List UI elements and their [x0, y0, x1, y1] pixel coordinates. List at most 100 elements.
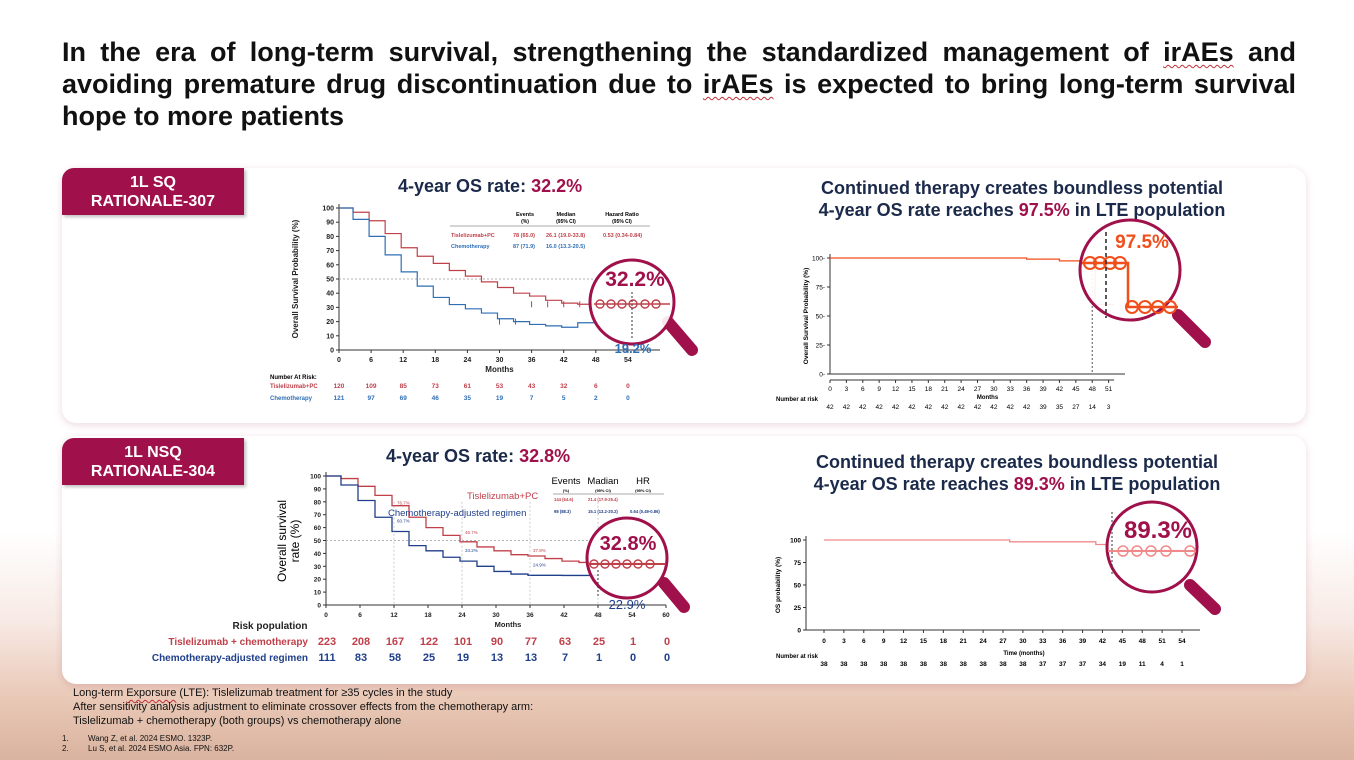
- x-tick-label: 33: [1007, 386, 1015, 393]
- x-tick-label: 54: [624, 357, 632, 364]
- x-tick-label: 48: [1139, 638, 1147, 645]
- risk-value: 14: [1089, 404, 1097, 411]
- y-tick-label: 10: [314, 590, 322, 597]
- survival-curve-chemotherapy: [339, 207, 596, 328]
- risk-row-label: Chemotherapy: [270, 396, 313, 402]
- risk-value: 38: [880, 661, 888, 668]
- risk-value: 38: [900, 661, 908, 668]
- zoomed-censor-mark: [1131, 545, 1143, 557]
- os-rate-callout: 89.3%: [1124, 517, 1192, 544]
- risk-value: 19: [1119, 661, 1127, 668]
- x-tick-label: 12: [399, 357, 407, 364]
- x-tick-label: 0: [822, 638, 826, 645]
- risk-value: 111: [318, 652, 335, 664]
- risk-value: 19: [457, 652, 469, 664]
- point-label: 76.7%: [397, 500, 410, 505]
- risk-value: 97: [367, 395, 375, 402]
- y-axis-label-line2: rate (%): [288, 520, 302, 563]
- risk-value: 3: [1107, 404, 1111, 411]
- y-tick-label: 10: [326, 333, 334, 340]
- zoomed-censor-mark: [651, 299, 661, 309]
- y-tick-label: 40: [326, 291, 334, 298]
- risk-value: 39: [1039, 404, 1047, 411]
- legend-median: 21.4 (17.9-25.4): [588, 497, 618, 502]
- legend-hr: 0.64 (0.49-0.86): [630, 509, 660, 514]
- magnifier-handle: [662, 316, 698, 356]
- x-tick-label: 27: [974, 386, 982, 393]
- x-tick-label: 42: [1099, 638, 1107, 645]
- y-tick-label: 80: [326, 234, 334, 241]
- os-rate-chemo-label: 19.2%: [615, 341, 652, 356]
- y-tick-label: 100-: [812, 256, 825, 263]
- lte-title-sq: Continued therapy creates boundless pote…: [818, 178, 1226, 220]
- x-tick-label: 51: [1105, 386, 1113, 393]
- risk-value: 19: [496, 395, 504, 402]
- risk-value: 11: [1139, 661, 1146, 668]
- zoomed-censor-mark: [1145, 545, 1157, 557]
- zoomed-censor-mark: [606, 299, 616, 309]
- survival-curve-tislelizumab: [339, 207, 628, 305]
- y-tick-label: 20: [326, 319, 334, 326]
- risk-value: 42: [876, 404, 884, 411]
- risk-value: 85: [400, 383, 408, 390]
- risk-value: 0: [630, 652, 636, 664]
- risk-value: 1: [630, 636, 636, 648]
- x-tick-label: 24: [458, 612, 466, 619]
- risk-value: 38: [860, 661, 868, 668]
- risk-value: 0: [626, 383, 630, 390]
- os-title-nsq: 4-year OS rate: 32.8%: [386, 446, 571, 466]
- x-tick-label: 0: [324, 612, 328, 619]
- x-tick-label: 33: [1039, 638, 1047, 645]
- magnifier-handle: [1184, 579, 1221, 615]
- risk-value: 25: [593, 636, 605, 648]
- risk-value: 37: [1059, 661, 1067, 668]
- y-tick-label: 40: [314, 551, 322, 558]
- legend-series-name: Chemotherapy-adjusted regimen: [388, 508, 526, 519]
- y-axis-label: OS probability (%): [775, 557, 782, 613]
- x-tick-label: 12: [390, 612, 398, 619]
- risk-table-title: Number At Risk:: [270, 375, 317, 381]
- zoomed-censor-mark: [633, 559, 643, 569]
- risk-value: 69: [400, 395, 408, 402]
- risk-value: 120: [334, 383, 345, 390]
- x-tick-label: 12: [892, 386, 900, 393]
- os-rate-callout: 32.8%: [600, 533, 657, 555]
- x-tick-label: 18: [431, 357, 439, 364]
- x-tick-label: 15: [908, 386, 916, 393]
- y-tick-label: 50: [314, 538, 322, 545]
- zoomed-censor-mark: [595, 299, 605, 309]
- zoomed-censor-mark: [1163, 300, 1177, 314]
- legend-series-name: Tislelizumab+PC: [467, 491, 538, 502]
- page-title: In the era of long-term survival, streng…: [62, 37, 1296, 131]
- legend-median: 16.0 (13.3-20.5): [546, 244, 585, 250]
- risk-value: 38: [1019, 661, 1027, 668]
- x-tick-label: 30: [1019, 638, 1027, 645]
- x-tick-label: 18: [940, 638, 948, 645]
- y-tick-label: 20: [314, 577, 322, 584]
- zoomed-censor-mark: [1083, 256, 1097, 270]
- risk-value: 13: [491, 652, 503, 664]
- x-tick-label: 48: [592, 357, 600, 364]
- y-tick-label: 90: [314, 486, 322, 493]
- x-tick-label: 24: [979, 638, 987, 645]
- zoomed-censor-mark: [589, 559, 599, 569]
- risk-value: 167: [386, 636, 404, 648]
- x-tick-label: 39: [1039, 386, 1047, 393]
- x-tick-label: 30: [496, 357, 504, 364]
- risk-table-title: Number at risk: [776, 654, 819, 660]
- x-axis-label: Months: [977, 395, 999, 401]
- zoomed-censor-mark: [1184, 545, 1196, 557]
- x-axis-label: Months: [495, 620, 522, 629]
- risk-value: 32: [560, 383, 568, 390]
- risk-value: 73: [432, 383, 440, 390]
- magnifier-lens: [585, 516, 669, 600]
- y-tick-label: 0: [317, 603, 321, 610]
- risk-value: 38: [960, 661, 968, 668]
- y-tick-label: 0: [330, 348, 334, 355]
- risk-value: 42: [843, 404, 851, 411]
- y-tick-label: 60: [326, 262, 334, 269]
- point-label: 46.7%: [465, 530, 478, 535]
- risk-value: 0: [664, 636, 670, 648]
- y-tick-label: 70: [314, 512, 322, 519]
- zoomed-censor-mark: [617, 299, 627, 309]
